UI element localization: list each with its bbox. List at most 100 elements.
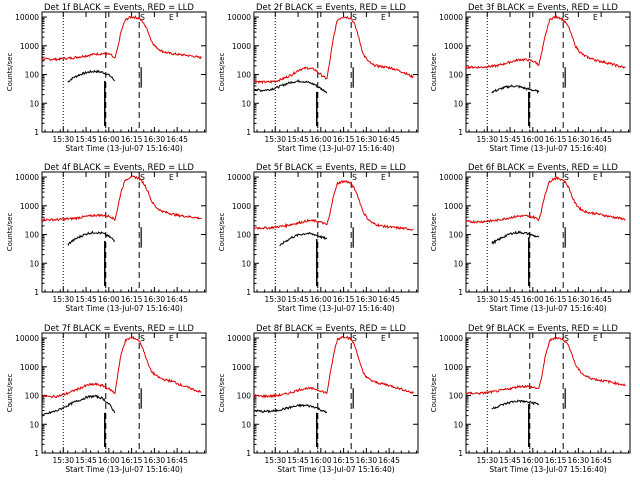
chart-panel-3: Det 3f BLACK = Events, RED = LLD 1 10 100 10… [430, 3, 631, 153]
chart-panel-1: Det 1f BLACK = Events, RED = LLD 1 10 100 10… [6, 3, 207, 153]
series-events-line [253, 79, 328, 94]
x-tick-label: 16:00 [98, 295, 120, 304]
marker-label-e: E [381, 173, 386, 182]
y-tick-label: 1000 [20, 202, 39, 211]
y-tick-label: 100 [25, 392, 40, 401]
y-tick-label: 1 [246, 128, 251, 137]
x-tick-label: 16:30 [144, 456, 166, 465]
x-tick-label: 16:15 [121, 456, 143, 465]
y-tick-label: 100 [237, 231, 252, 240]
y-tick-label: 1000 [20, 42, 39, 51]
series-lld-line [466, 336, 626, 395]
x-tick-label: 16:00 [522, 135, 544, 144]
x-tick-label: 16:00 [310, 295, 332, 304]
chart-title: Det 4f BLACK = Events, RED = LLD [44, 163, 194, 173]
marker-label-e: E [593, 13, 598, 22]
marker-label-s: S [140, 334, 145, 343]
y-tick-label: 10000 [15, 334, 39, 343]
y-tick-label: 10000 [439, 173, 463, 182]
marker-label-s: S [352, 13, 357, 22]
y-axis-label: Counts/sec [430, 374, 438, 413]
y-tick-label: 1000 [232, 363, 251, 372]
y-tick-label: 100 [449, 71, 464, 80]
x-tick-label: 16:00 [310, 456, 332, 465]
x-tick-label: 16:30 [356, 456, 378, 465]
marker-label-s: S [564, 334, 569, 343]
y-axis-label: Counts/sec [218, 374, 226, 413]
x-tick-label: 16:30 [356, 135, 378, 144]
x-axis-label: Start Time (13-Jul-07 15:16:40) [277, 304, 394, 313]
x-tick-label: 16:45 [378, 135, 400, 144]
y-tick-label: 10000 [15, 13, 39, 22]
y-tick-label: 10000 [439, 334, 463, 343]
x-tick-label: 16:15 [121, 135, 143, 144]
x-axis-label: Start Time (13-Jul-07 15:16:40) [65, 465, 182, 474]
series-lld-line [42, 335, 202, 399]
series-events-line [41, 394, 116, 417]
y-tick-label: 10 [453, 99, 463, 108]
x-tick-label: 15:30 [264, 135, 286, 144]
chart-panel-5: Det 5f BLACK = Events, RED = LLD 1 10 100 10… [218, 163, 419, 313]
x-axis-label: Start Time (13-Jul-07 15:16:40) [489, 144, 606, 153]
marker-label-e: E [593, 334, 598, 343]
x-tick-label: 16:15 [333, 135, 355, 144]
x-tick-label: 16:30 [144, 295, 166, 304]
y-tick-label: 100 [237, 71, 252, 80]
y-tick-label: 10000 [227, 334, 251, 343]
plot-frame [253, 11, 419, 133]
x-axis-label: Start Time (13-Jul-07 15:16:40) [65, 304, 182, 313]
y-tick-label: 1 [246, 449, 251, 458]
series-events-line [67, 230, 116, 246]
x-tick-label: 15:30 [264, 456, 286, 465]
y-tick-label: 1000 [444, 42, 463, 51]
chart-title: Det 6f BLACK = Events, RED = LLD [468, 163, 618, 173]
marker-label-s: S [352, 173, 357, 182]
x-tick-label: 15:30 [476, 295, 498, 304]
x-tick-label: 16:45 [166, 295, 188, 304]
chart-title: Det 1f BLACK = Events, RED = LLD [44, 3, 194, 13]
y-tick-label: 100 [25, 231, 40, 240]
chart-panel-2: Det 2f BLACK = Events, RED = LLD 1 10 100 10… [218, 3, 419, 153]
x-tick-label: 15:45 [287, 456, 309, 465]
marker-label-e: E [169, 334, 174, 343]
x-tick-label: 15:30 [476, 456, 498, 465]
y-tick-label: 1 [34, 449, 39, 458]
series-lld-line [465, 14, 626, 70]
x-tick-label: 16:00 [310, 135, 332, 144]
plot-frame [465, 171, 631, 293]
series-events-line [491, 230, 540, 245]
y-tick-label: 100 [449, 392, 464, 401]
x-tick-label: 16:15 [545, 456, 567, 465]
y-tick-label: 100 [25, 71, 40, 80]
y-tick-label: 10000 [227, 173, 251, 182]
chart-title: Det 3f BLACK = Events, RED = LLD [468, 3, 618, 13]
x-tick-label: 16:30 [568, 135, 590, 144]
plot-frame [253, 171, 419, 293]
x-tick-label: 16:30 [144, 135, 166, 144]
x-tick-label: 16:30 [568, 295, 590, 304]
x-tick-label: 16:00 [98, 456, 120, 465]
series-lld-line [253, 179, 414, 231]
x-tick-label: 16:00 [522, 295, 544, 304]
x-tick-label: 15:30 [476, 135, 498, 144]
series-events-line [491, 84, 540, 95]
x-tick-label: 16:30 [356, 295, 378, 304]
x-tick-label: 16:45 [590, 135, 612, 144]
x-tick-label: 16:45 [378, 295, 400, 304]
x-tick-label: 16:15 [333, 456, 355, 465]
x-axis-label: Start Time (13-Jul-07 15:16:40) [489, 304, 606, 313]
series-lld-line [41, 15, 202, 62]
x-tick-label: 16:30 [568, 456, 590, 465]
y-tick-label: 100 [237, 392, 252, 401]
y-tick-label: 1 [458, 128, 463, 137]
y-tick-label: 10 [29, 259, 39, 268]
x-tick-label: 15:30 [264, 295, 286, 304]
marker-label-e: E [381, 334, 386, 343]
x-tick-label: 16:00 [522, 456, 544, 465]
y-axis-label: Counts/sec [6, 213, 14, 252]
y-axis-label: Counts/sec [6, 374, 14, 413]
x-tick-label: 15:45 [75, 295, 97, 304]
marker-label-e: E [169, 173, 174, 182]
x-tick-label: 15:45 [75, 456, 97, 465]
